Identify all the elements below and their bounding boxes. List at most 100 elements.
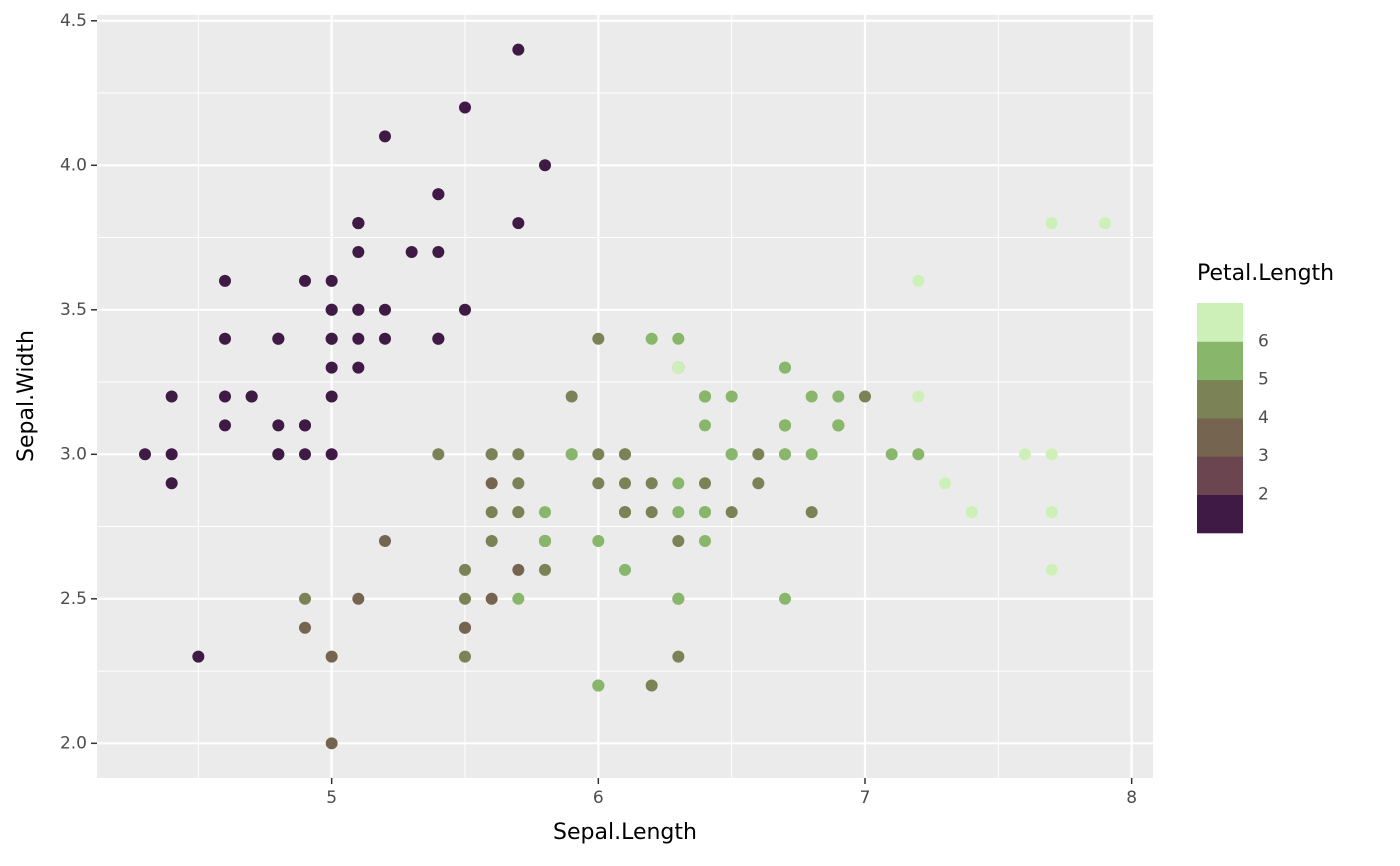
point bbox=[245, 390, 258, 403]
point bbox=[512, 448, 525, 461]
point bbox=[512, 592, 525, 605]
point bbox=[725, 506, 738, 519]
point bbox=[592, 679, 605, 692]
point bbox=[165, 448, 178, 461]
point bbox=[192, 650, 205, 663]
point bbox=[459, 563, 471, 576]
point bbox=[939, 477, 951, 490]
point bbox=[805, 506, 818, 519]
point bbox=[539, 506, 551, 519]
point bbox=[1045, 506, 1058, 519]
point bbox=[485, 477, 498, 490]
x-tick-label: 7 bbox=[860, 788, 871, 808]
point bbox=[459, 101, 471, 114]
point bbox=[619, 448, 631, 461]
point bbox=[672, 535, 685, 548]
point bbox=[325, 650, 338, 663]
point bbox=[485, 506, 498, 519]
point bbox=[512, 43, 525, 56]
point bbox=[352, 592, 365, 605]
point bbox=[779, 419, 791, 432]
point bbox=[725, 390, 738, 403]
x-tick-label: 6 bbox=[593, 788, 604, 808]
y-tick-label: 3.5 bbox=[60, 300, 87, 320]
point bbox=[565, 448, 578, 461]
point bbox=[352, 303, 365, 316]
point bbox=[512, 506, 525, 519]
plot-panel bbox=[97, 15, 1153, 778]
point bbox=[592, 448, 605, 461]
point bbox=[699, 390, 711, 403]
point bbox=[1045, 563, 1058, 576]
point bbox=[539, 159, 551, 172]
legend-label: 4 bbox=[1258, 408, 1269, 428]
point bbox=[272, 332, 285, 345]
point bbox=[459, 303, 471, 316]
point bbox=[645, 477, 658, 490]
point bbox=[752, 448, 765, 461]
point bbox=[832, 419, 845, 432]
point bbox=[299, 274, 311, 287]
point bbox=[512, 477, 525, 490]
point bbox=[645, 679, 658, 692]
legend-key bbox=[1197, 456, 1243, 495]
point bbox=[432, 448, 445, 461]
point bbox=[592, 332, 605, 345]
point bbox=[352, 245, 365, 258]
point bbox=[325, 448, 338, 461]
point bbox=[219, 332, 231, 345]
point bbox=[512, 217, 525, 230]
point bbox=[379, 332, 391, 345]
point bbox=[219, 274, 231, 287]
point bbox=[779, 448, 791, 461]
point bbox=[1019, 448, 1031, 461]
point bbox=[859, 390, 871, 403]
point bbox=[379, 303, 391, 316]
point bbox=[592, 477, 605, 490]
point bbox=[325, 361, 338, 374]
point bbox=[832, 390, 845, 403]
point bbox=[299, 419, 311, 432]
legend-label: 5 bbox=[1258, 370, 1269, 390]
point bbox=[432, 188, 445, 201]
x-tick-label: 8 bbox=[1126, 788, 1137, 808]
point bbox=[672, 592, 685, 605]
point bbox=[299, 448, 311, 461]
legend-key bbox=[1197, 303, 1243, 342]
point bbox=[405, 245, 418, 258]
point bbox=[619, 477, 631, 490]
y-tick-label: 2.5 bbox=[60, 589, 87, 609]
point bbox=[352, 332, 365, 345]
point bbox=[352, 217, 365, 230]
y-tick-label: 4.5 bbox=[60, 11, 87, 31]
point bbox=[672, 477, 685, 490]
y-tick-label: 2.0 bbox=[60, 733, 87, 753]
point bbox=[699, 419, 711, 432]
point bbox=[1099, 217, 1111, 230]
legend-key bbox=[1197, 494, 1243, 534]
point bbox=[699, 535, 711, 548]
point bbox=[165, 390, 178, 403]
point bbox=[912, 274, 925, 287]
point bbox=[672, 650, 685, 663]
point bbox=[379, 535, 391, 548]
point bbox=[459, 621, 471, 634]
legend-key bbox=[1197, 379, 1243, 419]
point bbox=[672, 332, 685, 345]
point bbox=[485, 592, 498, 605]
point bbox=[912, 448, 925, 461]
point bbox=[619, 563, 631, 576]
point bbox=[485, 448, 498, 461]
point bbox=[539, 535, 551, 548]
point bbox=[272, 448, 285, 461]
point bbox=[432, 245, 445, 258]
point bbox=[485, 535, 498, 548]
point bbox=[1045, 217, 1058, 230]
point bbox=[645, 332, 658, 345]
legend-key bbox=[1197, 417, 1243, 457]
x-tick-label: 5 bbox=[326, 788, 337, 808]
point bbox=[325, 737, 338, 750]
legend-label: 2 bbox=[1258, 485, 1269, 505]
point bbox=[779, 592, 791, 605]
